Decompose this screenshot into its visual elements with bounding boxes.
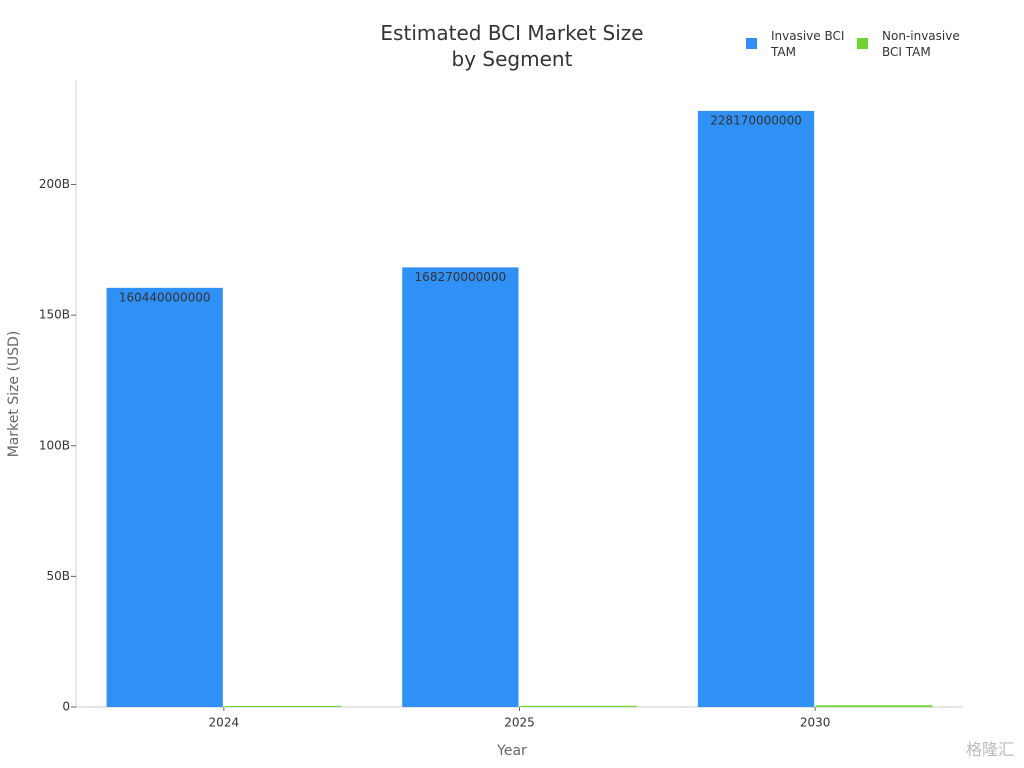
y-axis-label: Market Size (USD) xyxy=(6,331,22,458)
legend-item: Non-invasive BCI TAM xyxy=(857,28,964,60)
y-tick-label: 0 xyxy=(62,700,70,714)
bar xyxy=(106,287,223,707)
chart-title: Estimated BCI Market Size by Segment xyxy=(380,21,644,71)
y-tick-label: 200B xyxy=(39,177,70,191)
bar xyxy=(816,705,933,707)
legend-label: Invasive BCI TAM xyxy=(771,29,845,59)
x-tick-label: 2025 xyxy=(504,716,535,730)
x-tick-label: 2024 xyxy=(209,716,240,730)
y-tick-label: 100B xyxy=(39,438,70,452)
legend: Invasive BCI TAM Non-invasive BCI TAM xyxy=(742,28,964,60)
bar xyxy=(224,705,342,707)
data-label: 228170000000 xyxy=(710,113,802,127)
bar xyxy=(520,705,637,707)
y-tick-label: 50B xyxy=(46,569,70,583)
legend-label: Non-invasive BCI TAM xyxy=(882,29,960,59)
legend-swatch xyxy=(746,38,757,49)
legend-swatch xyxy=(857,38,868,49)
bar xyxy=(402,267,519,707)
x-tick-label: 2030 xyxy=(800,716,831,730)
bar xyxy=(697,110,815,707)
watermark: 格隆汇 xyxy=(965,740,1014,759)
data-label: 160440000000 xyxy=(119,290,211,304)
legend-item: Invasive BCI TAM xyxy=(746,28,853,60)
x-axis-label: Year xyxy=(496,743,527,759)
y-tick-label: 150B xyxy=(39,308,70,322)
data-label: 168270000000 xyxy=(415,270,507,284)
